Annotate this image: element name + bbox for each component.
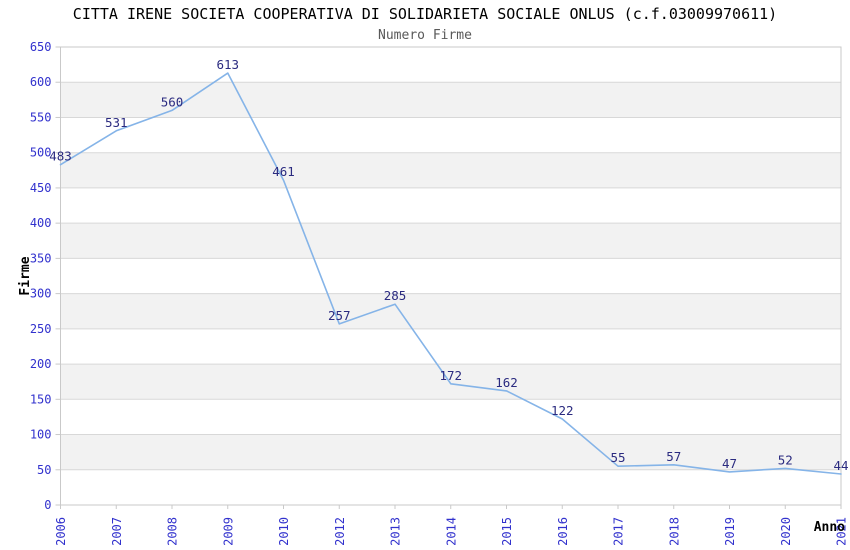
x-axis-title: Anno: [814, 520, 845, 535]
x-tick-label: 2015: [500, 517, 514, 546]
y-tick-label: 400: [30, 216, 52, 230]
data-label: 55: [610, 450, 625, 465]
data-label: 57: [666, 449, 681, 464]
x-tick-label: 2019: [723, 517, 737, 546]
data-label: 613: [217, 57, 240, 72]
plot-band: [60, 364, 841, 400]
x-tick-label: 2006: [54, 517, 68, 546]
chart-subtitle: Numero Firme: [378, 28, 472, 43]
data-line: [59, 72, 842, 475]
plot-bands: [60, 82, 841, 470]
data-label: 52: [778, 452, 793, 467]
x-tick-label: 2018: [667, 517, 681, 546]
x-axis-ticks: 2006 2007 2008 2009 2010 2012 2013 2014 2015 2016…: [54, 505, 849, 546]
y-tick-label: 350: [30, 251, 52, 265]
chart-title: CITTA IRENE SOCIETA COOPERATIVA DI SOLID…: [73, 5, 777, 23]
data-label: 483: [49, 149, 72, 164]
data-label: 122: [551, 403, 574, 418]
y-tick-label: 50: [37, 463, 51, 477]
y-tick-label: 600: [30, 75, 52, 89]
y-tick-label: 650: [30, 40, 52, 54]
plot-band: [60, 223, 841, 259]
x-tick-label: 2021: [835, 517, 849, 546]
data-label: 560: [161, 94, 184, 109]
y-tick-label: 300: [30, 287, 52, 301]
y-axis-ticks: 0 50 100 150 200 250 300 350 400 450 500 550 600 650: [30, 40, 61, 512]
data-label: 285: [384, 288, 407, 303]
x-tick-label: 2008: [166, 517, 180, 546]
y-axis-title: Firme: [18, 256, 33, 295]
y-tick-label: 250: [30, 322, 52, 336]
gridlines: [60, 81, 841, 471]
data-label: 531: [105, 115, 128, 130]
plot-band: [60, 152, 841, 188]
x-tick-label: 2013: [389, 517, 403, 546]
plot-band: [60, 434, 841, 470]
data-label: 162: [495, 375, 518, 390]
x-tick-label: 2016: [556, 517, 570, 546]
y-tick-label: 150: [30, 392, 52, 406]
x-tick-label: 2017: [612, 517, 626, 546]
x-tick-label: 2012: [333, 517, 347, 546]
y-tick-label: 450: [30, 181, 52, 195]
y-tick-label: 500: [30, 146, 52, 160]
data-label: 44: [833, 458, 848, 473]
data-labels: 483 531 560 613 461 257 285 172 162 122 55 57 47 52 44: [49, 57, 848, 473]
y-tick-label: 200: [30, 357, 52, 371]
plot-band: [60, 293, 841, 329]
y-tick-label: 100: [30, 428, 52, 442]
data-label: 47: [722, 456, 737, 471]
plot-band: [60, 82, 841, 118]
x-tick-label: 2009: [221, 517, 235, 546]
y-tick-label: 550: [30, 110, 52, 124]
x-tick-label: 2007: [110, 517, 124, 546]
x-tick-label: 2010: [277, 517, 291, 546]
x-tick-label: 2014: [444, 517, 458, 546]
data-label: 257: [328, 308, 351, 323]
data-label: 172: [440, 368, 463, 383]
data-label: 461: [272, 164, 295, 179]
y-tick-label: 0: [44, 498, 51, 512]
x-tick-label: 2020: [779, 517, 793, 546]
